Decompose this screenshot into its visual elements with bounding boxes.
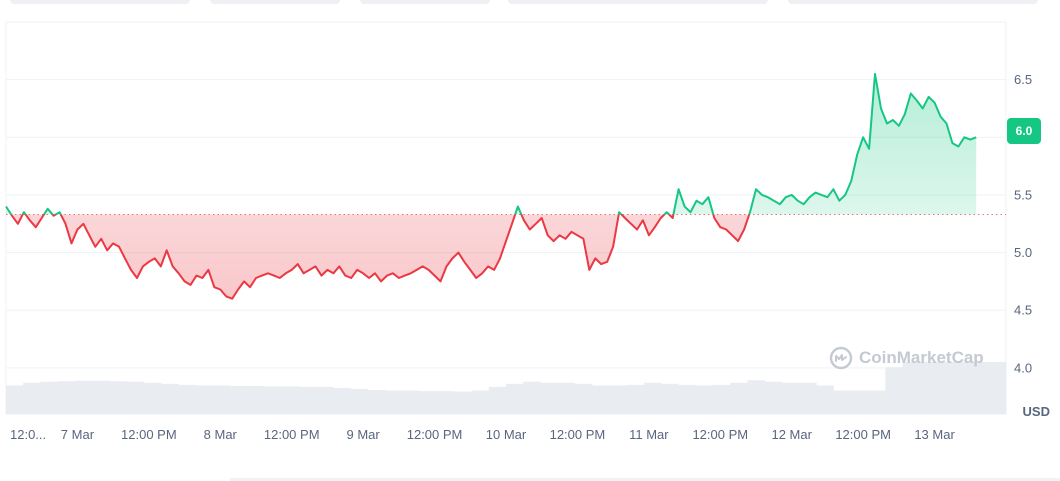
volume-bar [368, 390, 386, 414]
volume-bar [40, 381, 59, 414]
y-axis-ticks: 4.0 4.5 5.0 5.5 6.5 [1014, 72, 1032, 375]
volume-bar [747, 380, 765, 414]
area-above-baseline [6, 73, 977, 215]
volume-bar [816, 385, 834, 414]
x-tick-label: 12:00 PM [121, 427, 177, 442]
x-tick-label: 12:00 PM [407, 427, 463, 442]
area-below-baseline [11, 214, 750, 299]
top-tab-2[interactable] [210, 0, 340, 4]
watermark-text: CoinMarketCap [859, 348, 984, 367]
volume-bar [678, 384, 696, 414]
volume-bar [712, 384, 731, 414]
x-tick-label: 12:00 PM [835, 427, 891, 442]
volume-bar [661, 383, 679, 414]
x-tick-label: 10 Mar [486, 427, 527, 442]
y-tick-label: 4.5 [1014, 303, 1032, 318]
volume-bar [333, 388, 352, 414]
volume-bar [212, 385, 231, 414]
volume-bar [316, 386, 334, 414]
watermark: CoinMarketCap [829, 346, 984, 370]
x-tick-label: 7 Mar [61, 427, 95, 442]
coinmarketcap-logo-icon [829, 346, 853, 370]
bottom-divider [230, 478, 1060, 481]
volume-bar [574, 383, 593, 414]
volume-bar [281, 386, 300, 414]
x-tick-label: 11 Mar [629, 427, 669, 442]
volume-bar [195, 385, 214, 414]
top-tab-1[interactable] [10, 0, 190, 4]
volume-bar [57, 381, 76, 414]
volume-bar [937, 362, 955, 414]
volume-bar [799, 382, 817, 414]
top-tab-4[interactable] [508, 0, 768, 4]
volume-bar [350, 389, 369, 414]
x-tick-label: 12:00 PM [692, 427, 748, 442]
x-tick-label: 13 Mar [914, 427, 955, 442]
volume-bar [626, 384, 645, 414]
volume-bar [833, 390, 852, 414]
x-tick-label: 9 Mar [347, 427, 381, 442]
volume-bar [488, 386, 507, 414]
volume-bar [471, 390, 490, 414]
x-tick-label: 12:00 PM [264, 427, 320, 442]
volume-bar [730, 382, 748, 414]
volume-bar [643, 382, 662, 414]
y-tick-label: 6.5 [1014, 72, 1032, 87]
volume-bar [437, 391, 455, 414]
volume-bar [954, 362, 972, 414]
volume-bar [592, 385, 610, 414]
x-tick-label: 12:00 PM [550, 427, 606, 442]
volume-bar [557, 382, 576, 414]
volume-bar [540, 382, 559, 414]
volume-bar [109, 381, 127, 414]
volume-bar [264, 386, 283, 414]
volume-bar [781, 382, 800, 414]
volume-bar [971, 362, 990, 414]
volume-bars [6, 362, 1007, 414]
top-tab-5[interactable] [788, 0, 1038, 4]
x-axis-ticks: 12:0... 7 Mar 12:00 PM 8 Mar 12:00 PM 9 Mar 12… [10, 427, 955, 442]
top-tab-3[interactable] [360, 0, 490, 4]
volume-bar [143, 382, 162, 414]
current-price-badge: 6.0 [1007, 118, 1041, 144]
volume-bar [885, 367, 903, 414]
volume-bar [161, 383, 179, 414]
volume-bar [74, 380, 93, 414]
volume-bar [419, 391, 438, 414]
volume-bar [868, 390, 886, 414]
volume-bar [230, 385, 248, 414]
volume-bar [126, 381, 145, 414]
y-tick-label: 5.0 [1014, 245, 1032, 260]
price-line-down [10, 214, 751, 300]
volume-bar [6, 385, 24, 414]
volume-bar [695, 385, 714, 414]
volume-bar [523, 381, 541, 414]
y-tick-label: 4.0 [1014, 360, 1032, 375]
volume-bar [402, 390, 421, 414]
volume-bar [850, 390, 869, 414]
volume-bar [178, 384, 196, 414]
volume-bar [92, 380, 110, 414]
volume-bar [454, 391, 472, 414]
price-line-up [5, 72, 977, 215]
volume-bar [385, 390, 403, 414]
volume-bar [902, 362, 921, 414]
x-tick-label: 12 Mar [771, 427, 812, 442]
volume-bar [919, 362, 938, 414]
volume-bar [247, 385, 265, 414]
price-area [6, 73, 977, 299]
currency-unit-label: USD [1022, 404, 1050, 419]
volume-bar [299, 386, 317, 414]
volume-bar [23, 382, 41, 414]
y-tick-label: 5.5 [1014, 187, 1032, 202]
price-line [5, 72, 977, 300]
volume-bar [506, 383, 524, 414]
volume-bar [609, 385, 627, 414]
volume-bar [988, 362, 1007, 414]
volume-bar [764, 381, 783, 414]
x-tick-label: 8 Mar [204, 427, 238, 442]
x-tick-label: 12:0... [10, 427, 46, 442]
